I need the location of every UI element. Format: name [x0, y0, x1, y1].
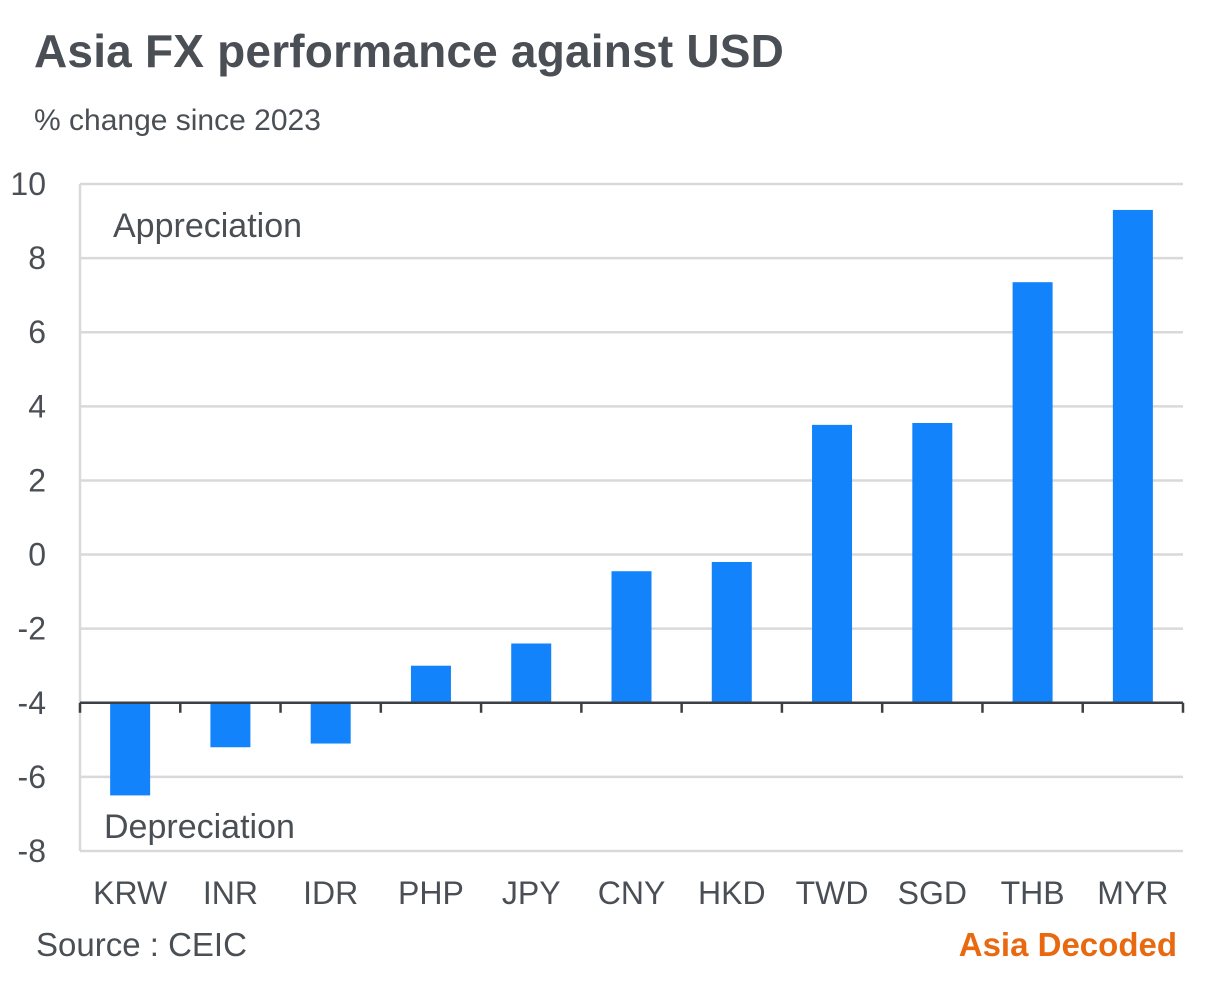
bar-sgd — [912, 423, 953, 703]
source-note: Source : CEIC — [36, 926, 247, 963]
x-tick-label: IDR — [303, 875, 358, 911]
chart-title: Asia FX performance against USD — [34, 25, 785, 77]
x-tick-label: CNY — [598, 875, 666, 911]
chart-subtitle: % change since 2023 — [34, 104, 321, 137]
bar-myr — [1112, 209, 1153, 703]
y-tick-label: -8 — [18, 833, 46, 869]
annotation-appreciation: Appreciation — [113, 207, 302, 245]
bars — [110, 209, 1153, 796]
y-tick-label: -6 — [18, 759, 46, 795]
y-tick-label: 2 — [28, 462, 46, 498]
bar-twd — [812, 424, 853, 703]
x-tick-label: KRW — [93, 875, 168, 911]
y-tick-label: 10 — [10, 166, 46, 202]
y-tick-label: -2 — [18, 611, 46, 647]
bar-thb — [1012, 282, 1053, 703]
x-tick-label: THB — [1001, 875, 1065, 911]
annotations: Appreciation Depreciation — [104, 207, 302, 846]
annotation-depreciation: Depreciation — [104, 808, 295, 846]
x-tick-label: MYR — [1097, 875, 1168, 911]
y-tick-label: 6 — [28, 314, 46, 350]
y-tick-label: 0 — [28, 537, 46, 573]
bar-cny — [611, 571, 652, 703]
x-tick-label: TWD — [796, 875, 869, 911]
bar-php — [410, 665, 451, 703]
bar-inr — [210, 702, 251, 748]
bar-krw — [110, 702, 151, 796]
axis-labels: 10 8 6 4 2 0 -2 -4 -6 -8 KRW INR IDR PHP JPY CNY HKD TWD S… — [10, 166, 1168, 911]
bar-jpy — [511, 643, 552, 703]
bar-hkd — [711, 561, 752, 703]
bar-idr — [310, 702, 351, 744]
x-tick-label: INR — [203, 875, 258, 911]
brand-label: Asia Decoded — [958, 926, 1177, 963]
y-tick-label: -4 — [18, 685, 46, 721]
axes — [78, 184, 1185, 851]
y-tick-label: 8 — [28, 240, 46, 276]
x-tick-label: HKD — [698, 875, 766, 911]
x-tick-label: PHP — [398, 875, 464, 911]
x-tick-label: JPY — [502, 875, 561, 911]
x-tick-label: SGD — [898, 875, 967, 911]
y-tick-label: 4 — [28, 388, 46, 424]
